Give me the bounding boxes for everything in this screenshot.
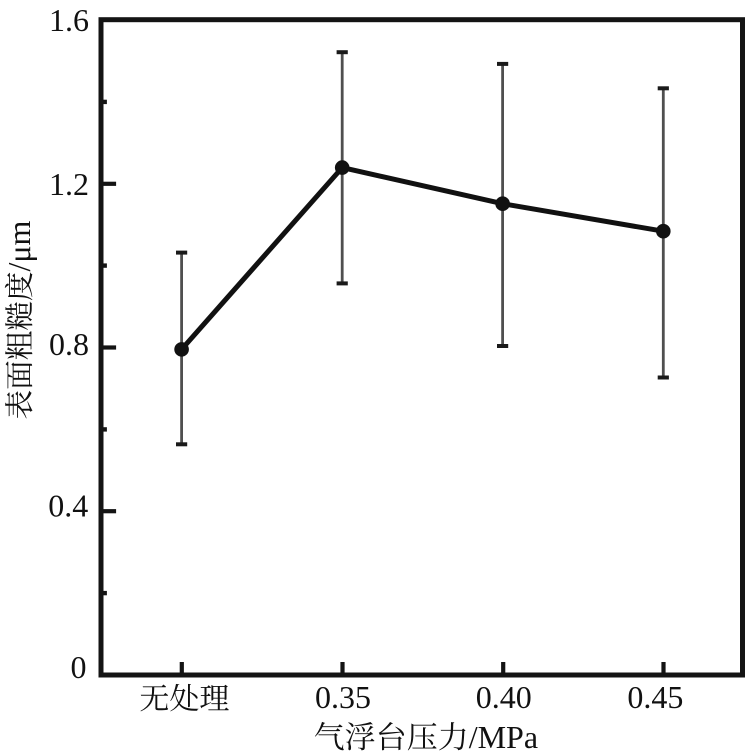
svg-text:0.35: 0.35 [315, 679, 371, 715]
svg-text:0.4: 0.4 [48, 487, 88, 523]
svg-text:0.45: 0.45 [627, 679, 683, 715]
svg-text:0.8: 0.8 [49, 326, 89, 362]
svg-text:1.2: 1.2 [49, 166, 89, 202]
svg-text:0.40: 0.40 [476, 679, 532, 715]
svg-text:/μm: /μm [1, 220, 37, 271]
svg-text:0: 0 [71, 649, 87, 685]
svg-text:/MPa: /MPa [469, 719, 538, 755]
svg-text:1.6: 1.6 [49, 2, 89, 38]
